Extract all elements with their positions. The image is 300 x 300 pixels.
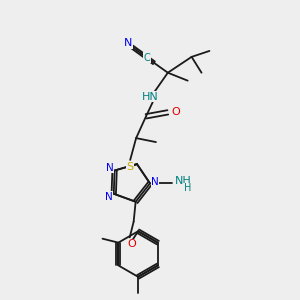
Text: N: N	[106, 163, 113, 172]
Text: N: N	[151, 177, 159, 188]
Text: H: H	[184, 183, 191, 193]
Text: NH: NH	[175, 176, 191, 186]
Text: N: N	[124, 38, 132, 48]
Text: C: C	[144, 53, 150, 63]
Text: HN: HN	[142, 92, 158, 101]
Text: O: O	[127, 239, 136, 249]
Text: S: S	[127, 162, 134, 172]
Text: O: O	[171, 107, 180, 117]
Text: N: N	[105, 192, 113, 202]
